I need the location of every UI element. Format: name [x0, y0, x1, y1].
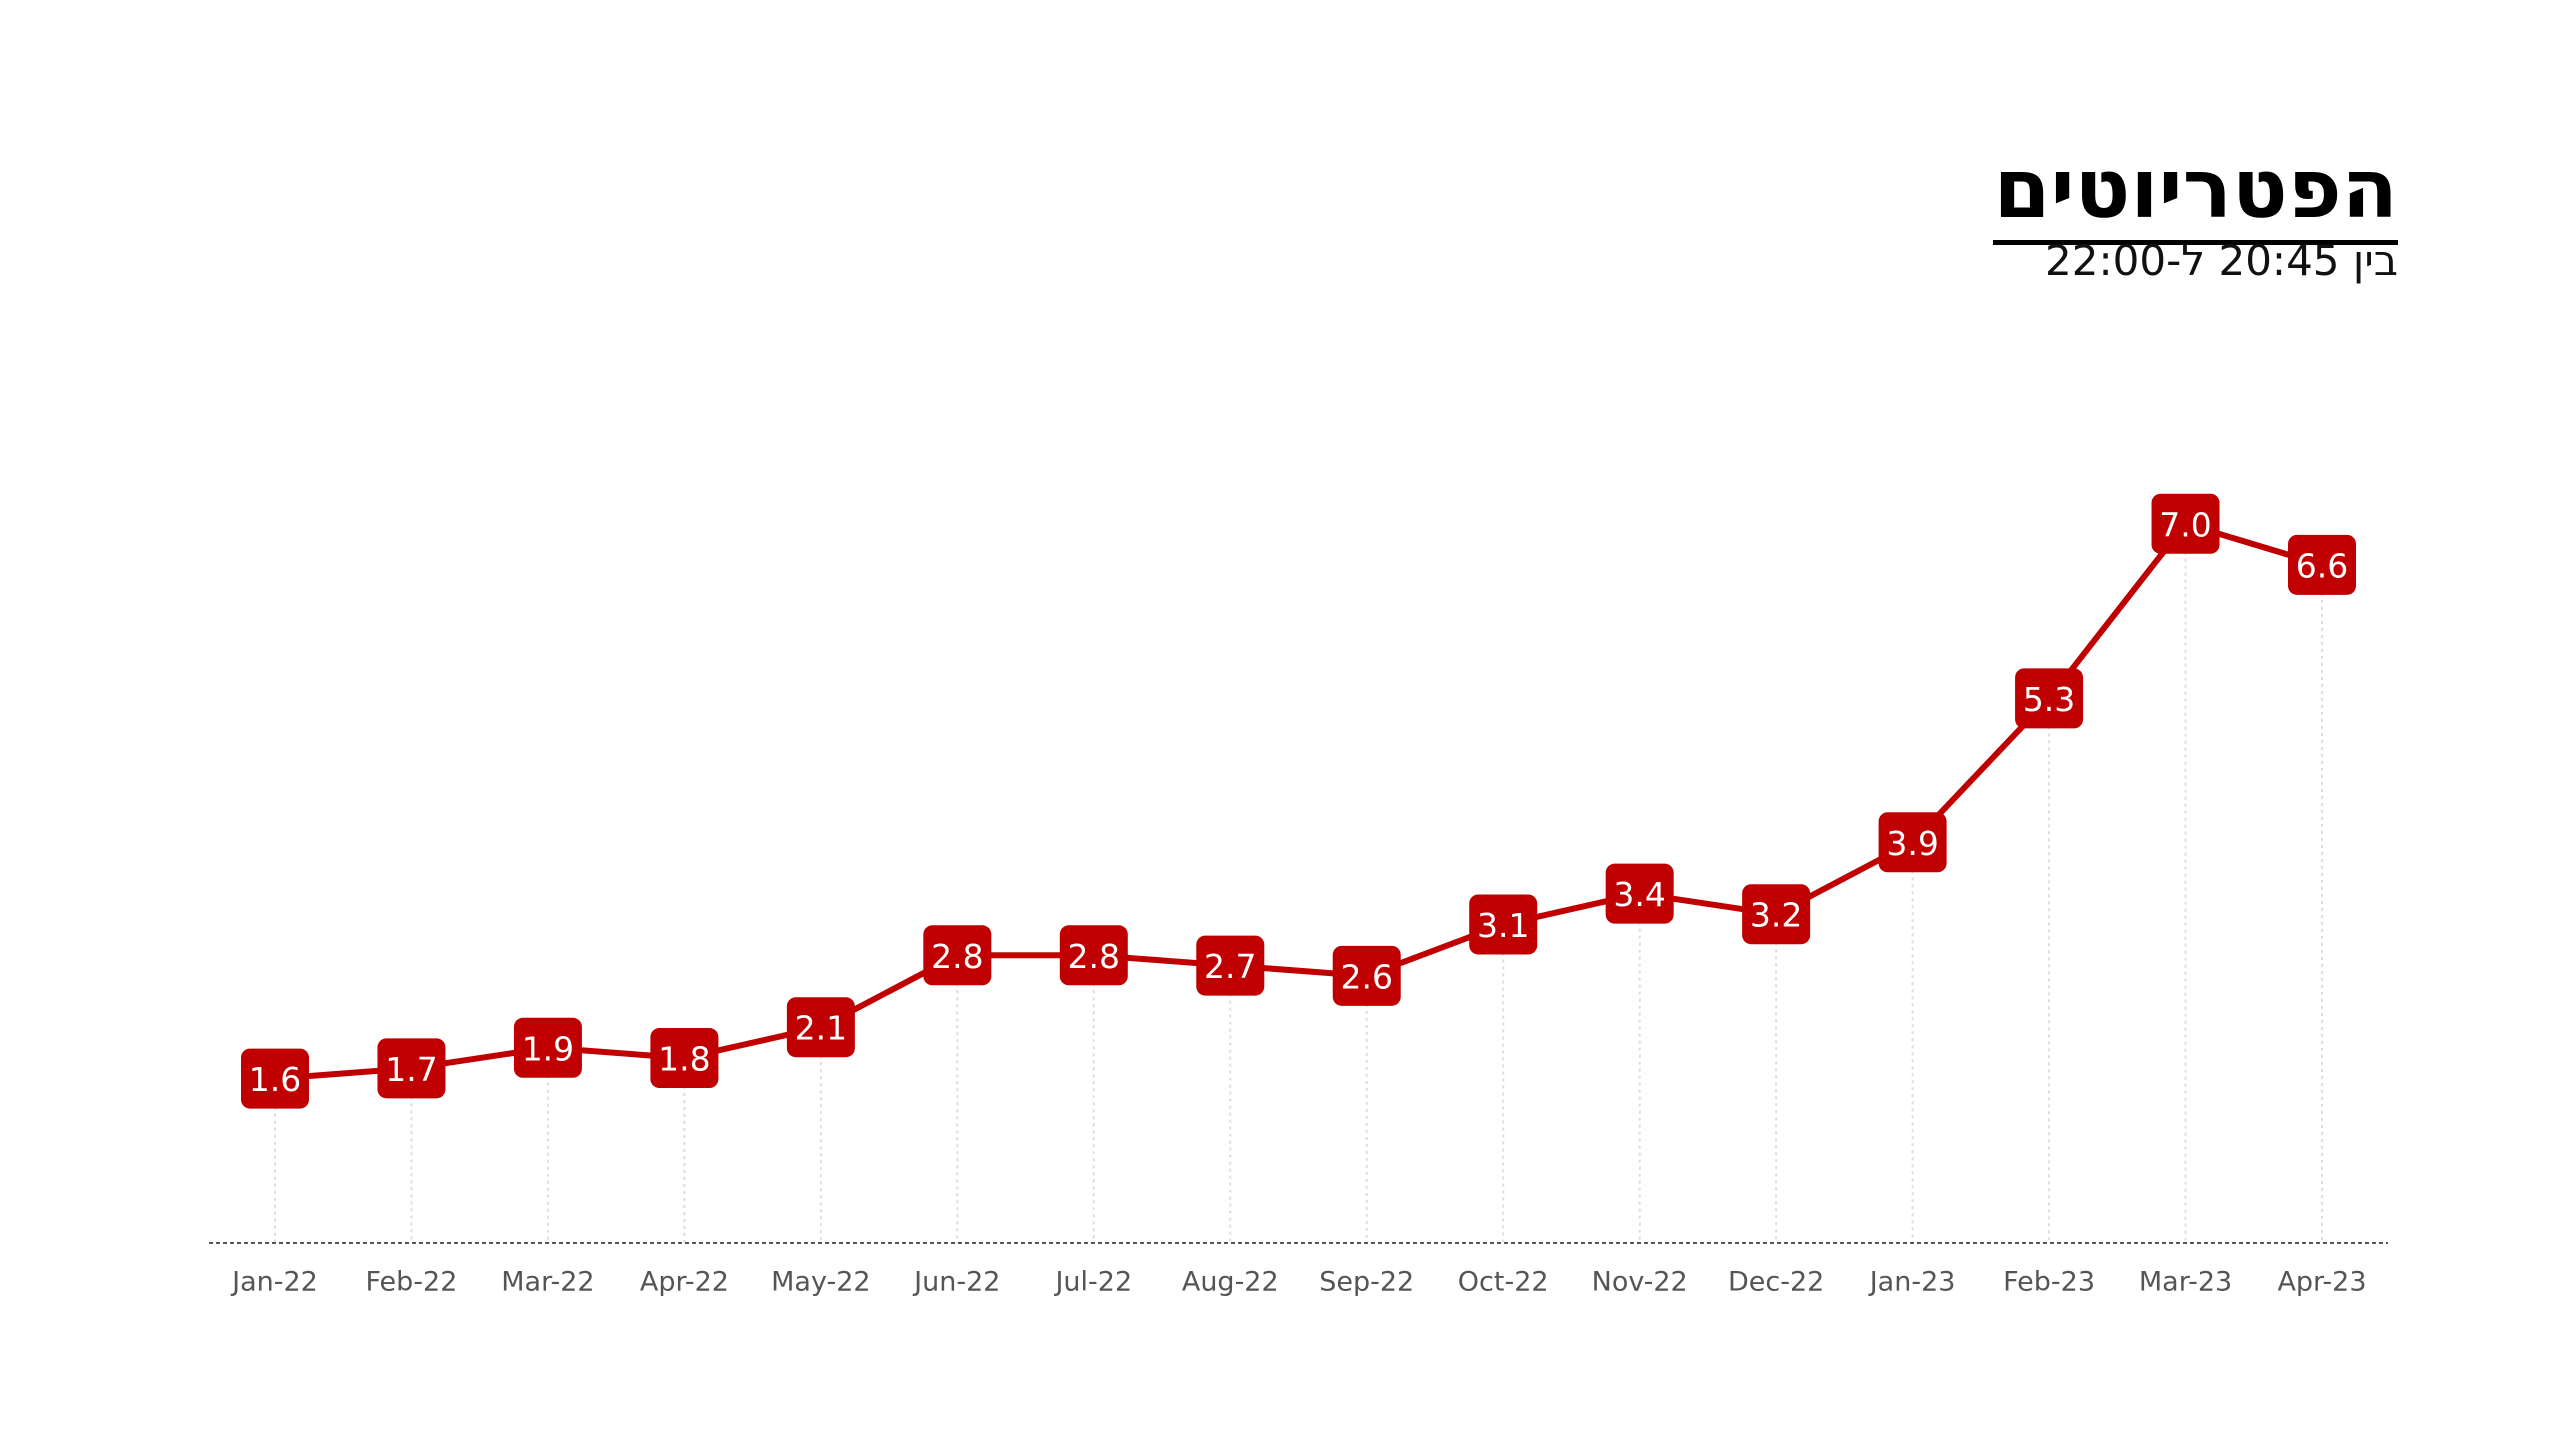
value-label: 5.3	[2023, 680, 2075, 719]
value-label-group: 3.9	[1878, 812, 1947, 873]
point-marker	[2015, 668, 2084, 729]
point-marker	[1469, 894, 1538, 955]
x-tick-label: Mar-22	[501, 1267, 594, 1298]
value-label: 3.2	[1750, 896, 1802, 935]
x-tick-label: Jan-23	[1868, 1267, 1956, 1298]
point-marker	[1605, 863, 1674, 924]
value-label-group: 3.1	[1469, 894, 1538, 955]
value-label-group: 3.2	[1742, 884, 1811, 945]
point-marker	[1332, 945, 1401, 1006]
chart-subtitle: בין 20:45 ל-22:00	[2045, 236, 2398, 285]
value-label-group: 7.0	[2151, 493, 2220, 554]
chart-title: הפטריוטים	[1993, 140, 2398, 245]
point-marker	[923, 925, 992, 986]
value-label: 3.4	[1613, 875, 1665, 914]
point-marker	[2151, 493, 2220, 554]
x-tick-label: Dec-22	[1728, 1267, 1824, 1298]
x-tick-label: Jul-22	[1053, 1267, 1132, 1298]
value-label-group: 2.1	[786, 997, 855, 1058]
value-label-group: 2.7	[1196, 935, 1265, 996]
x-tick-label: Feb-22	[366, 1267, 458, 1298]
point-marker	[377, 1038, 446, 1099]
value-label-group: 3.4	[1605, 863, 1674, 924]
value-label: 2.7	[1204, 947, 1256, 986]
x-tick-label: Feb-23	[2003, 1267, 2095, 1298]
x-tick-label: Nov-22	[1592, 1267, 1688, 1298]
point-marker	[650, 1028, 719, 1089]
value-label: 1.6	[249, 1060, 301, 1099]
value-label-group: 1.6	[241, 1048, 309, 1109]
point-marker	[2288, 534, 2356, 595]
x-tick-label: Oct-22	[1458, 1267, 1549, 1298]
x-tick-label: Apr-23	[2277, 1267, 2366, 1298]
value-label: 2.6	[1340, 957, 1392, 996]
value-label: 2.1	[795, 1009, 847, 1048]
value-label: 3.1	[1477, 906, 1529, 945]
series-line	[274, 520, 2323, 1082]
x-tick-label: Jan-22	[230, 1267, 318, 1298]
x-tick-label: Apr-22	[640, 1267, 729, 1298]
value-label: 3.9	[1886, 824, 1938, 863]
value-label-group: 1.7	[377, 1038, 446, 1099]
point-marker	[1196, 935, 1265, 996]
value-label-group: 2.8	[923, 925, 992, 986]
value-label: 2.8	[1068, 937, 1120, 976]
value-label: 7.0	[2159, 505, 2211, 544]
point-marker	[241, 1048, 309, 1109]
x-tick-label: Sep-22	[1319, 1267, 1414, 1298]
value-label: 2.8	[931, 937, 983, 976]
value-label: 1.8	[658, 1040, 710, 1079]
value-label-group: 2.8	[1059, 925, 1128, 986]
value-label-group: 1.8	[650, 1028, 719, 1089]
point-marker	[513, 1017, 582, 1078]
x-tick-label: Mar-23	[2139, 1267, 2232, 1298]
x-tick-label: Jun-22	[912, 1267, 1000, 1298]
point-marker	[1059, 925, 1128, 986]
value-label-group: 5.3	[2015, 668, 2084, 729]
x-tick-label: Aug-22	[1182, 1267, 1279, 1298]
point-marker	[1742, 884, 1811, 945]
value-label-group: 1.9	[513, 1017, 582, 1078]
value-label-group: 6.6	[2288, 534, 2356, 595]
value-label: 6.6	[2296, 546, 2348, 585]
value-label: 1.9	[522, 1029, 574, 1068]
value-label-group: 2.6	[1332, 945, 1401, 1006]
x-tick-label: May-22	[771, 1267, 870, 1298]
value-label: 1.7	[385, 1050, 437, 1089]
point-marker	[1878, 812, 1947, 873]
point-marker	[786, 997, 855, 1058]
